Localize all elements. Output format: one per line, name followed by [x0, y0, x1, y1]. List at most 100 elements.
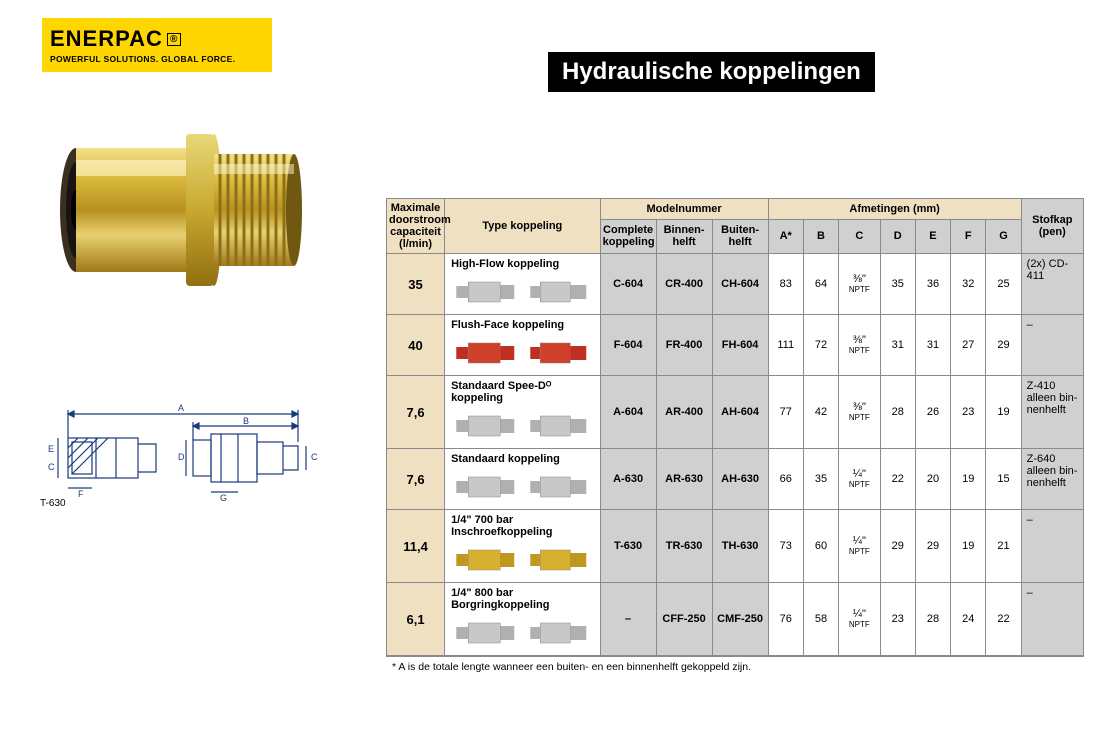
cell-f: 23: [951, 376, 986, 449]
cell-complete: A-630: [600, 449, 656, 510]
cell-capacity: 7,6: [387, 449, 445, 510]
table-row: 40Flush-Face koppelingF-604FR-400FH-6041…: [387, 315, 1084, 376]
cell-outer: CMF-250: [712, 583, 768, 656]
cell-g: 15: [986, 449, 1021, 510]
th-b: B: [803, 219, 838, 253]
cell-a: 111: [768, 315, 803, 376]
cell-outer: AH-630: [712, 449, 768, 510]
product-image: [52, 110, 312, 310]
table-row: 11,41/4" 700 bar InschroefkoppelingT-630…: [387, 510, 1084, 583]
cell-stofkap: Z-640 alleen bin-nenhelft: [1021, 449, 1083, 510]
cell-complete: C-604: [600, 254, 656, 315]
cell-complete: T-630: [600, 510, 656, 583]
svg-text:E: E: [48, 444, 54, 454]
coupling-icon: [451, 469, 594, 505]
cell-c: ⅜"NPTF: [839, 254, 880, 315]
cell-capacity: 35: [387, 254, 445, 315]
brand-tagline: POWERFUL SOLUTIONS. GLOBAL FORCE.: [50, 54, 264, 64]
cell-g: 22: [986, 583, 1021, 656]
svg-text:B: B: [243, 416, 249, 426]
type-label: Standaard koppeling: [451, 453, 594, 465]
cell-f: 19: [951, 510, 986, 583]
cell-type: 1/4" 700 bar Inschroefkoppeling: [445, 510, 601, 583]
type-label: 1/4" 800 bar Borgringkoppeling: [451, 587, 594, 611]
cell-capacity: 11,4: [387, 510, 445, 583]
cell-d: 35: [880, 254, 915, 315]
svg-text:G: G: [220, 493, 227, 503]
svg-text:A: A: [178, 403, 184, 413]
coupling-icon: [451, 335, 594, 371]
cell-capacity: 7,6: [387, 376, 445, 449]
svg-text:C: C: [48, 462, 55, 472]
cell-g: 25: [986, 254, 1021, 315]
cell-b: 35: [803, 449, 838, 510]
cell-b: 42: [803, 376, 838, 449]
cell-outer: AH-604: [712, 376, 768, 449]
cell-type: Flush-Face koppeling: [445, 315, 601, 376]
svg-text:D: D: [178, 452, 185, 462]
table-row: 6,11/4" 800 bar Borgringkoppeling–CFF-25…: [387, 583, 1084, 656]
th-capacity: Maximale doorstroom capaciteit (l/min): [387, 199, 445, 254]
cell-b: 58: [803, 583, 838, 656]
th-f: F: [951, 219, 986, 253]
cell-complete: A-604: [600, 376, 656, 449]
cell-type: High-Flow koppeling: [445, 254, 601, 315]
cell-a: 66: [768, 449, 803, 510]
cell-inner: CR-400: [656, 254, 712, 315]
cell-type: Standaard koppeling: [445, 449, 601, 510]
table-row: 7,6 Standaard koppeling A-630AR-630AH-6306…: [387, 449, 1084, 510]
page-title: Hydraulische koppelingen: [548, 52, 875, 92]
table-row: 35High-Flow koppelingC-604CR-400CH-60483…: [387, 254, 1084, 315]
type-label: Flush-Face koppeling: [451, 319, 594, 331]
cell-f: 32: [951, 254, 986, 315]
cell-a: 76: [768, 583, 803, 656]
cell-e: 28: [915, 583, 950, 656]
brand-name: ENERPAC®: [50, 26, 264, 52]
coupling-icon: [451, 408, 594, 444]
cell-e: 36: [915, 254, 950, 315]
cell-d: 22: [880, 449, 915, 510]
cell-stofkap: –: [1021, 315, 1083, 376]
th-stofkap: Stofkap (pen): [1021, 199, 1083, 254]
th-a: A*: [768, 219, 803, 253]
svg-text:F: F: [78, 489, 84, 499]
cell-f: 19: [951, 449, 986, 510]
type-label: Standaard Spee-Dᴼ koppeling: [451, 380, 594, 404]
cell-e: 26: [915, 376, 950, 449]
cell-inner: TR-630: [656, 510, 712, 583]
diagram-label: T-630: [40, 498, 66, 509]
table-row: 7,6Standaard Spee-Dᴼ koppelingA-604AR-40…: [387, 376, 1084, 449]
cell-b: 64: [803, 254, 838, 315]
cell-b: 72: [803, 315, 838, 376]
cell-stofkap: (2x) CD-411: [1021, 254, 1083, 315]
th-complete: Complete koppeling: [600, 219, 656, 253]
cell-a: 73: [768, 510, 803, 583]
svg-text:C: C: [311, 452, 318, 462]
th-d: D: [880, 219, 915, 253]
cell-complete: –: [600, 583, 656, 656]
spec-table: Maximale doorstroom capaciteit (l/min) T…: [386, 198, 1084, 656]
cell-g: 19: [986, 376, 1021, 449]
cell-outer: TH-630: [712, 510, 768, 583]
brand-logo: ENERPAC® POWERFUL SOLUTIONS. GLOBAL FORC…: [42, 18, 272, 72]
cell-outer: CH-604: [712, 254, 768, 315]
cell-f: 24: [951, 583, 986, 656]
coupling-icon: [451, 615, 594, 651]
cell-e: 20: [915, 449, 950, 510]
cell-outer: FH-604: [712, 315, 768, 376]
th-e: E: [915, 219, 950, 253]
cell-stofkap: Z-410 alleen bin-nenhelft: [1021, 376, 1083, 449]
cell-b: 60: [803, 510, 838, 583]
table-footnote: * A is de totale lengte wanneer een buit…: [386, 656, 1084, 677]
cell-inner: FR-400: [656, 315, 712, 376]
th-model-group: Modelnummer: [600, 199, 768, 220]
th-outer: Buiten-helft: [712, 219, 768, 253]
cell-e: 29: [915, 510, 950, 583]
cell-inner: AR-630: [656, 449, 712, 510]
spec-table-container: Maximale doorstroom capaciteit (l/min) T…: [386, 198, 1084, 677]
cell-capacity: 6,1: [387, 583, 445, 656]
cell-d: 28: [880, 376, 915, 449]
cell-stofkap: –: [1021, 583, 1083, 656]
cell-d: 23: [880, 583, 915, 656]
th-inner: Binnen-helft: [656, 219, 712, 253]
